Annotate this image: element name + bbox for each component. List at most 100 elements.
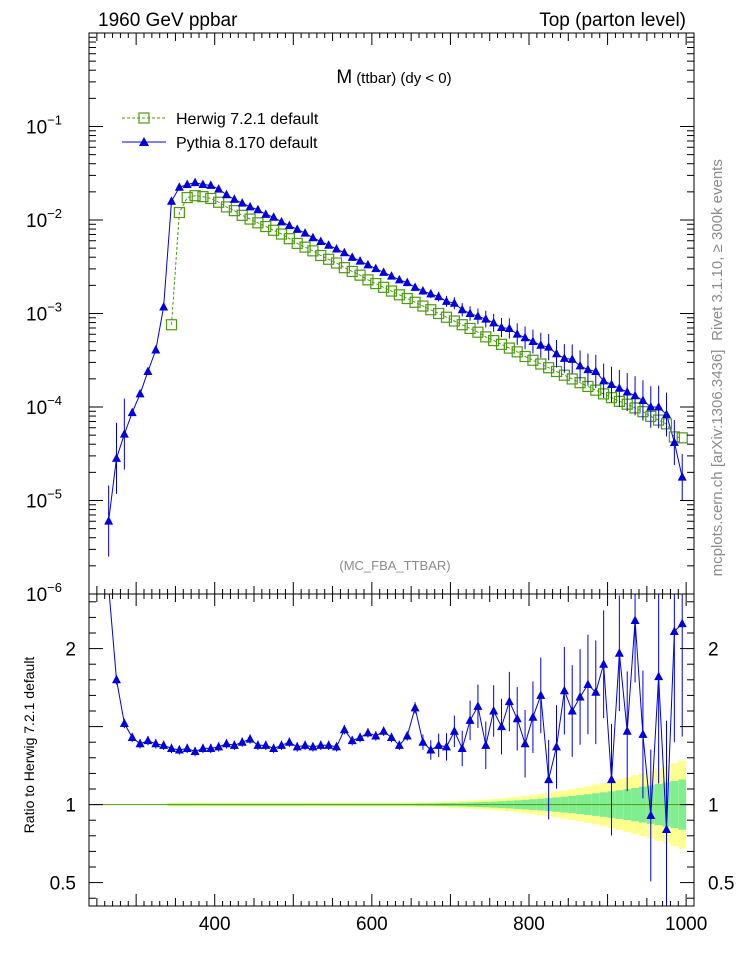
ratio-frame bbox=[88, 593, 695, 907]
ratio-point bbox=[143, 735, 153, 745]
watermark: (MC_FBA_TTBAR) bbox=[339, 558, 450, 573]
ratio-y-tick-label: 0.5 bbox=[50, 874, 76, 895]
pythia-point bbox=[277, 216, 286, 226]
pythia-point bbox=[630, 390, 640, 400]
ratio-point bbox=[599, 659, 609, 668]
pythia-point bbox=[332, 243, 341, 253]
pythia-point bbox=[512, 329, 522, 338]
ratio-point bbox=[457, 743, 467, 752]
ratio-point bbox=[402, 730, 412, 740]
pythia-point bbox=[662, 409, 671, 418]
herwig-point bbox=[338, 262, 350, 274]
pythia-point bbox=[127, 407, 137, 417]
herwig-point bbox=[220, 201, 233, 213]
herwig-point bbox=[165, 319, 178, 331]
series-herwig-line bbox=[171, 195, 683, 439]
chart-title: M (ttbar) (dy < 0) bbox=[336, 67, 451, 88]
pythia-point bbox=[206, 180, 216, 189]
ratio-point bbox=[269, 743, 279, 752]
herwig-point bbox=[676, 432, 688, 444]
pythia-point bbox=[198, 179, 208, 188]
x-tick-label: 800 bbox=[513, 914, 545, 935]
pythia-point bbox=[339, 247, 349, 257]
ratio-point bbox=[339, 724, 349, 734]
ratio-point bbox=[206, 743, 216, 752]
ratio-point bbox=[418, 737, 428, 746]
ratio-point bbox=[607, 774, 616, 784]
ratio-point bbox=[198, 743, 208, 752]
ratio-point bbox=[512, 713, 522, 723]
pythia-point bbox=[151, 344, 161, 354]
ratio-point bbox=[174, 745, 184, 754]
ratio-bands bbox=[89, 760, 694, 849]
header-right: Top (parton level) bbox=[539, 10, 686, 31]
y-tick-label-base: 10 bbox=[26, 305, 47, 326]
herwig-point bbox=[189, 190, 201, 202]
ratio-point bbox=[214, 741, 224, 751]
herwig-point bbox=[464, 322, 476, 335]
ratio-series bbox=[108, 594, 687, 906]
pythia-point bbox=[473, 311, 483, 320]
herwig-point bbox=[205, 192, 217, 205]
pythia-point bbox=[465, 308, 475, 317]
ratio-point bbox=[536, 690, 546, 699]
x-tick-label: 600 bbox=[356, 914, 388, 935]
ratio-point bbox=[371, 730, 381, 740]
y-tick-label-base: 10 bbox=[26, 211, 47, 232]
y-tick-label: 10−4 bbox=[26, 393, 62, 419]
herwig-point bbox=[197, 191, 209, 203]
ratio-point bbox=[654, 671, 664, 681]
ratio-point bbox=[190, 746, 200, 756]
ratio-point bbox=[481, 740, 491, 749]
ratio-point bbox=[669, 626, 679, 635]
pythia-point bbox=[143, 366, 153, 375]
herwig-point bbox=[448, 315, 460, 327]
pythia-point bbox=[300, 228, 310, 237]
herwig-point bbox=[315, 249, 327, 262]
ratio-point bbox=[300, 740, 310, 749]
herwig-point bbox=[527, 354, 539, 366]
herwig-point bbox=[401, 292, 413, 305]
axis-ticks bbox=[89, 33, 694, 906]
herwig-point bbox=[433, 307, 445, 320]
ratio-point bbox=[638, 729, 648, 738]
pythia-point bbox=[269, 212, 279, 221]
pythia-point bbox=[614, 383, 624, 392]
pythia-point bbox=[292, 224, 302, 233]
ratio-point bbox=[504, 696, 514, 706]
pythia-point bbox=[677, 472, 687, 481]
pythia-point bbox=[167, 196, 176, 205]
ratio-y-tick-label-right: 2 bbox=[708, 640, 719, 661]
legend-pythia-label: Pythia 8.170 default bbox=[176, 135, 318, 152]
pythia-point bbox=[245, 201, 255, 211]
ratio-point bbox=[544, 774, 554, 784]
herwig-point bbox=[346, 265, 358, 278]
herwig-point bbox=[268, 224, 280, 236]
pythia-point bbox=[528, 336, 538, 346]
ratio-y-tick-label: 1 bbox=[65, 796, 76, 817]
pythia-point bbox=[347, 252, 357, 261]
pythia-point bbox=[355, 256, 365, 265]
ratio-point bbox=[112, 674, 121, 684]
y-tick-label-exp: −2 bbox=[47, 206, 62, 221]
pythia-point bbox=[504, 323, 514, 332]
ratio-point bbox=[316, 740, 326, 749]
chart-title-main: M bbox=[336, 67, 352, 88]
herwig-point bbox=[480, 331, 492, 343]
pythia-point bbox=[552, 348, 561, 358]
pythia-point bbox=[284, 220, 294, 230]
ratio-point bbox=[253, 740, 263, 749]
pythia-point bbox=[442, 296, 451, 305]
pythia-point bbox=[646, 402, 656, 411]
y-tick-label: 10−1 bbox=[26, 113, 62, 139]
pythia-point bbox=[104, 516, 114, 525]
pythia-point bbox=[387, 271, 396, 280]
pythia-point bbox=[410, 282, 420, 291]
herwig-point bbox=[323, 253, 335, 265]
pythia-point bbox=[229, 194, 239, 203]
ratio-point bbox=[277, 740, 286, 749]
pythia-point bbox=[520, 332, 530, 342]
herwig-point bbox=[535, 358, 547, 370]
ratio-point bbox=[119, 718, 129, 727]
ratio-point bbox=[583, 679, 593, 688]
